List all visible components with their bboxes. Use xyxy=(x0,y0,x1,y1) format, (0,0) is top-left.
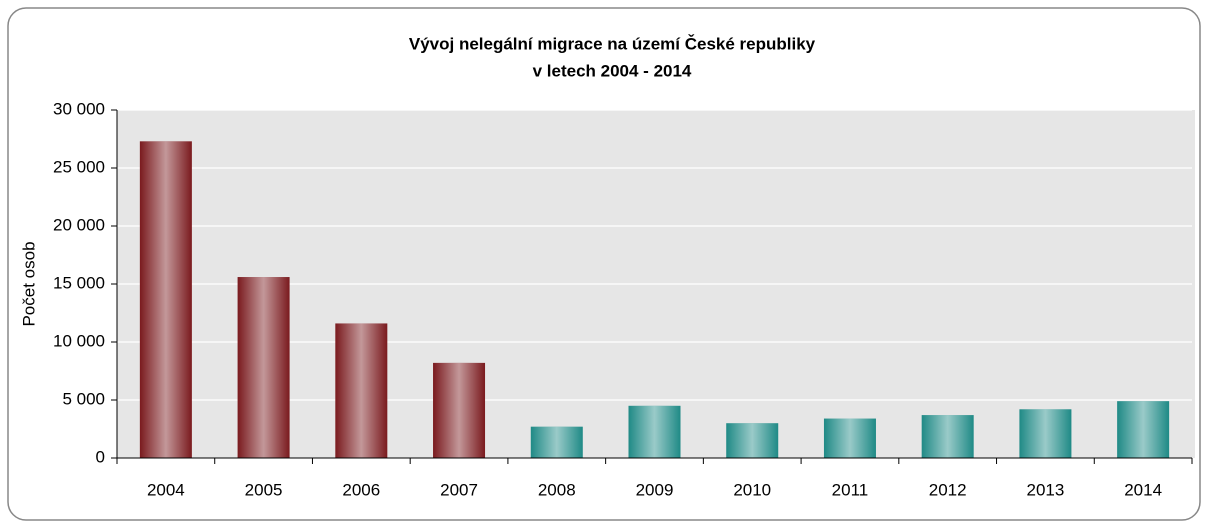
bar xyxy=(1019,409,1072,458)
y-tick-label: 5 000 xyxy=(62,389,105,408)
bar xyxy=(1117,401,1170,458)
x-tick-label: 2012 xyxy=(929,480,967,499)
y-tick-label: 25 000 xyxy=(53,157,105,176)
bar xyxy=(823,418,876,458)
x-tick-label: 2007 xyxy=(440,480,478,499)
y-axis-label: Počet osob xyxy=(19,241,38,326)
x-tick-label: 2014 xyxy=(1124,480,1162,499)
y-tick-label: 20 000 xyxy=(53,215,105,234)
x-tick-label: 2011 xyxy=(832,480,869,499)
y-tick-label: 30 000 xyxy=(53,99,105,118)
x-tick-label: 2013 xyxy=(1026,480,1064,499)
bar xyxy=(628,405,681,458)
y-tick-label: 0 xyxy=(96,447,105,466)
bar xyxy=(433,362,486,458)
chart-title: Vývoj nelegální migrace na území České r… xyxy=(409,34,816,53)
x-tick-label: 2008 xyxy=(538,480,576,499)
bar xyxy=(237,277,290,458)
x-tick-label: 2006 xyxy=(342,480,380,499)
bar xyxy=(530,426,583,458)
x-tick-label: 2004 xyxy=(147,480,185,499)
bar xyxy=(335,323,388,458)
bar xyxy=(921,415,974,458)
y-tick-label: 15 000 xyxy=(53,273,105,292)
y-tick-label: 10 000 xyxy=(53,331,105,350)
bar xyxy=(139,141,192,458)
bar xyxy=(726,423,779,458)
x-tick-label: 2010 xyxy=(733,480,771,499)
chart-subtitle: v letech 2004 - 2014 xyxy=(533,61,692,80)
x-tick-label: 2009 xyxy=(636,480,674,499)
x-tick-label: 2005 xyxy=(245,480,283,499)
